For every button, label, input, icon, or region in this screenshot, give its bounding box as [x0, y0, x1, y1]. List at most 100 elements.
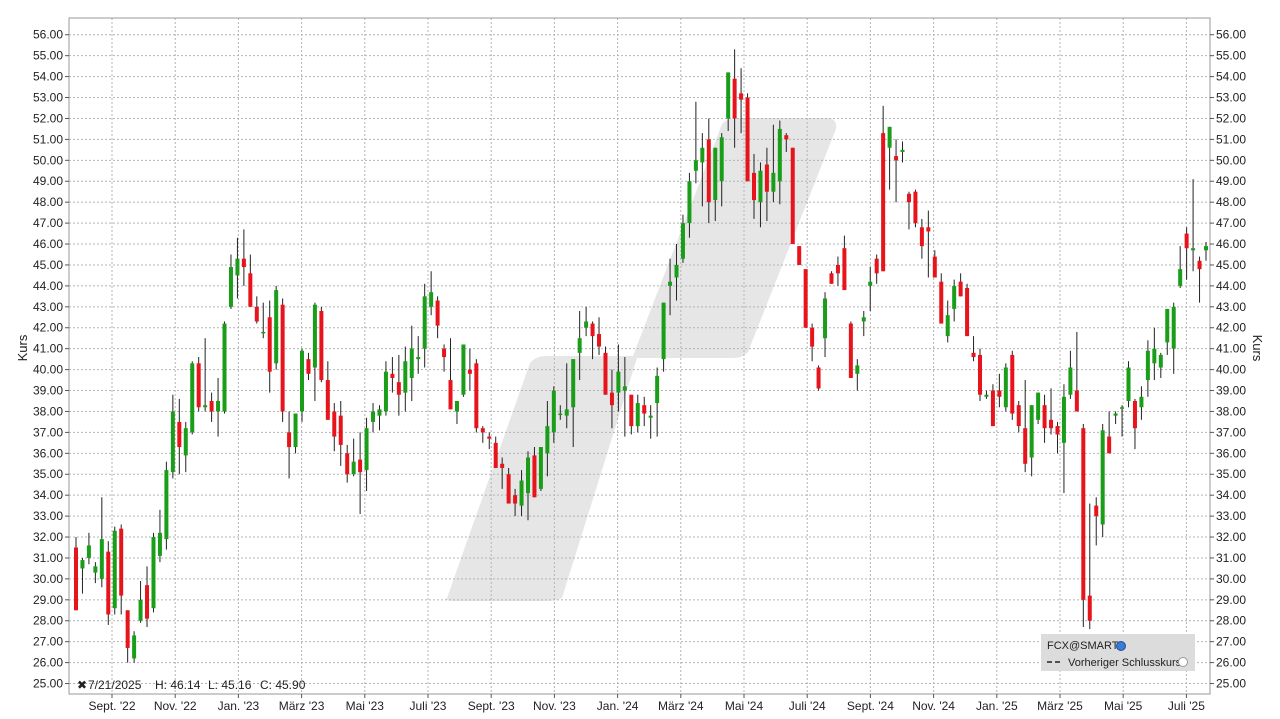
left-tick-label: 50.00 — [33, 153, 63, 167]
candle-body — [926, 227, 931, 232]
candle-body — [1049, 419, 1054, 429]
left-tick-label: 49.00 — [33, 174, 63, 188]
candle-body — [325, 380, 330, 420]
legend-background — [1041, 634, 1195, 671]
candle-body — [919, 227, 924, 247]
candle-body — [965, 287, 970, 337]
right-tick-label: 32.00 — [1216, 530, 1246, 544]
candle-body — [1087, 595, 1092, 621]
x-tick-label: März '23 — [279, 699, 325, 713]
candle-body — [751, 172, 757, 201]
right-tick-label: 26.00 — [1216, 656, 1246, 670]
candle-body — [1120, 407, 1125, 409]
left-tick-label: 27.00 — [33, 635, 63, 649]
candle-body — [513, 495, 518, 504]
candle-body — [1178, 269, 1183, 286]
candle-body — [1081, 428, 1086, 600]
candle-body — [571, 359, 576, 408]
x-tick-label: März '24 — [658, 699, 704, 713]
right-tick-label: 44.00 — [1216, 279, 1246, 293]
candle-body — [254, 306, 259, 322]
candle-body — [952, 285, 957, 309]
x-tick-label: Jan. '24 — [597, 699, 639, 713]
left-tick-label: 31.00 — [33, 551, 63, 565]
candle-body — [506, 474, 511, 504]
candle-body — [429, 292, 434, 307]
x-tick-label: Mai '23 — [346, 699, 385, 713]
candle-body — [945, 315, 950, 337]
candle-body — [803, 269, 808, 328]
candle-body — [990, 390, 995, 427]
candle-body — [493, 442, 498, 468]
candle-body — [351, 461, 356, 475]
candle-body — [538, 447, 543, 489]
candle-body — [241, 258, 246, 268]
candle-body — [790, 147, 795, 245]
left-axis-title: Kurs — [15, 334, 30, 361]
candle-body — [823, 298, 828, 339]
candle-body — [842, 248, 847, 291]
candle-body — [442, 348, 447, 358]
candle-body — [170, 411, 175, 473]
x-tick-label: Juli '24 — [789, 699, 826, 713]
candle-body — [106, 551, 111, 615]
x-tick-label: Jan. '25 — [976, 699, 1018, 713]
candle-body — [739, 93, 744, 100]
candle-body — [713, 147, 718, 201]
candle-body — [784, 135, 789, 140]
right-tick-label: 29.00 — [1216, 593, 1246, 607]
candle-body — [287, 432, 292, 448]
candle-body — [1061, 396, 1066, 443]
plot-frame — [68, 17, 1211, 695]
left-tick-label: 43.00 — [33, 300, 63, 314]
candle-body — [312, 304, 317, 368]
left-tick-label: 29.00 — [33, 593, 63, 607]
candle-body — [1003, 367, 1008, 408]
legend-box: FCX@SMART Vorheriger Schlusskurs — [1041, 634, 1195, 671]
close-x-icon[interactable]: ✖ — [77, 678, 87, 692]
right-tick-label: 35.00 — [1216, 467, 1246, 481]
candle-body — [680, 223, 685, 259]
candle-body — [829, 273, 834, 284]
candle-body — [396, 382, 401, 395]
candle-body — [810, 327, 815, 347]
candle-body — [894, 156, 899, 161]
candle-body — [1171, 306, 1176, 349]
candle-body — [467, 369, 472, 374]
toggle-icon[interactable] — [1178, 657, 1188, 667]
x-tick-label: Nov. '24 — [912, 699, 955, 713]
candle-body — [73, 547, 79, 611]
candle-body — [125, 610, 130, 648]
candle-body — [700, 147, 705, 163]
candle-body — [706, 139, 711, 203]
candle-body — [364, 428, 369, 471]
right-tick-label: 25.00 — [1216, 677, 1246, 691]
candle-body — [1023, 428, 1028, 464]
candle-body — [1139, 396, 1144, 408]
candle-body — [1197, 260, 1202, 270]
candle-body — [816, 367, 821, 389]
left-tick-label: 34.00 — [33, 488, 63, 502]
candle-body — [228, 267, 233, 307]
right-tick-label: 41.00 — [1216, 342, 1246, 356]
candle-body — [1010, 354, 1015, 414]
info-bar: ✖ 7/21/2025 H: 46.14 L: 45.16 C: 45.90 — [77, 678, 306, 692]
right-tick-label: 33.00 — [1216, 509, 1246, 523]
x-tick-label: Mai '25 — [1104, 699, 1143, 713]
x-axis: Sept. '22 Nov. '22 Jan. '23 März '23 Mai '23… — [89, 694, 1205, 713]
left-tick-label: 39.00 — [33, 384, 63, 398]
candle-body — [609, 392, 614, 406]
candle-body — [1158, 354, 1163, 368]
candle-body — [532, 455, 537, 498]
candle-body — [913, 191, 918, 224]
globe-icon[interactable] — [1116, 641, 1126, 651]
watermark-band — [444, 118, 837, 601]
candle-body — [1036, 392, 1041, 420]
right-tick-label: 38.00 — [1216, 404, 1246, 418]
candle-body — [119, 528, 124, 596]
x-tick-label: Nov. '23 — [533, 699, 576, 713]
candle-body — [977, 354, 983, 395]
x-tick-label: Juli '25 — [1168, 699, 1205, 713]
right-y-axis: 25.00 26.00 27.00 28.00 29.00 30.00 31.00 32.00… — [1210, 28, 1246, 691]
candle-body — [835, 264, 840, 274]
